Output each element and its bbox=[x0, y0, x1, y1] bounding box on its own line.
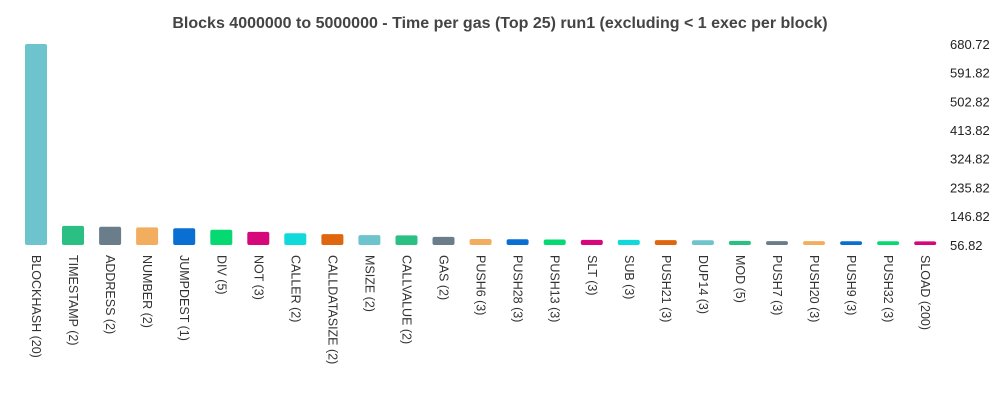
x-tick-label: SLOAD (200) bbox=[918, 255, 932, 330]
bar-19 bbox=[728, 240, 751, 245]
chart-title: Blocks 4000000 to 5000000 - Time per gas… bbox=[172, 15, 827, 32]
bar-21 bbox=[803, 241, 825, 245]
bar-6 bbox=[247, 231, 270, 245]
x-tick-label: NUMBER (2) bbox=[140, 255, 154, 328]
bar-22 bbox=[840, 241, 863, 245]
bar-5 bbox=[210, 229, 233, 245]
x-tick-label: ADDRESS (2) bbox=[103, 255, 117, 334]
bar-4 bbox=[173, 228, 196, 245]
x-tick-label: MSIZE (2) bbox=[362, 255, 376, 312]
y-tick-label: 591.82 bbox=[950, 66, 990, 81]
x-tick-label: PUSH7 (3) bbox=[770, 255, 784, 315]
y-tick-label: 324.82 bbox=[950, 152, 990, 167]
bar-20 bbox=[766, 241, 788, 245]
bar-13 bbox=[506, 239, 529, 245]
y-tick-label: 235.82 bbox=[950, 180, 990, 195]
y-tick-label: 680.72 bbox=[950, 37, 990, 52]
x-tick-label: PUSH32 (3) bbox=[881, 255, 895, 322]
bar-0 bbox=[25, 44, 47, 245]
bar-16 bbox=[617, 239, 640, 245]
bar-7 bbox=[284, 233, 307, 245]
x-tick-label: GAS (2) bbox=[437, 255, 451, 300]
x-tick-label: PUSH9 (3) bbox=[844, 255, 858, 315]
x-tick-label: PUSH13 (3) bbox=[548, 255, 562, 322]
bar-10 bbox=[395, 235, 418, 245]
x-tick-label: PUSH20 (3) bbox=[807, 255, 821, 322]
y-tick-label: 146.82 bbox=[950, 209, 990, 224]
x-tick-label: MOD (5) bbox=[733, 255, 747, 303]
bar-11 bbox=[432, 236, 455, 245]
x-tick-label: BLOCKHASH (20) bbox=[29, 255, 43, 358]
bar-3 bbox=[136, 227, 159, 245]
x-tick-label: SUB (3) bbox=[622, 255, 636, 299]
x-tick-label: TIMESTAMP (2) bbox=[66, 255, 80, 346]
x-tick-label: CALLER (2) bbox=[288, 255, 302, 322]
y-tick-label: 413.82 bbox=[950, 123, 990, 138]
x-tick-label: DUP14 (3) bbox=[696, 255, 710, 314]
y-tick-label: 502.82 bbox=[950, 94, 990, 109]
y-axis-ticks: 680.72 591.82 502.82 413.82 324.82 235.82 146.… bbox=[950, 37, 990, 253]
x-tick-label: CALLVALUE (2) bbox=[400, 255, 414, 344]
bar-23 bbox=[877, 241, 900, 245]
bar-17 bbox=[654, 240, 677, 245]
bar-12 bbox=[469, 239, 492, 245]
x-axis-ticks: BLOCKHASH (20) TIMESTAMP (2) ADDRESS (2) NU… bbox=[29, 255, 932, 364]
y-tick-label: 56.82 bbox=[950, 238, 983, 253]
x-tick-label: PUSH21 (3) bbox=[659, 255, 673, 322]
bars-group bbox=[25, 44, 937, 245]
bar-18 bbox=[691, 240, 714, 245]
x-tick-label: NOT (3) bbox=[251, 255, 265, 300]
bar-8 bbox=[321, 234, 344, 245]
bar-15 bbox=[580, 239, 603, 245]
bar-14 bbox=[543, 239, 566, 245]
x-tick-label: DIV (5) bbox=[214, 255, 228, 295]
bar-1 bbox=[62, 225, 84, 245]
bar-9 bbox=[358, 235, 381, 245]
x-tick-label: PUSH28 (3) bbox=[511, 255, 525, 322]
x-tick-label: SLT (3) bbox=[585, 255, 599, 296]
x-tick-label: CALLDATASIZE (2) bbox=[325, 255, 339, 364]
x-tick-label: JUMPDEST (1) bbox=[177, 255, 191, 341]
bar-24 bbox=[914, 241, 937, 245]
x-tick-label: PUSH6 (3) bbox=[474, 255, 488, 315]
bar-2 bbox=[99, 226, 122, 245]
